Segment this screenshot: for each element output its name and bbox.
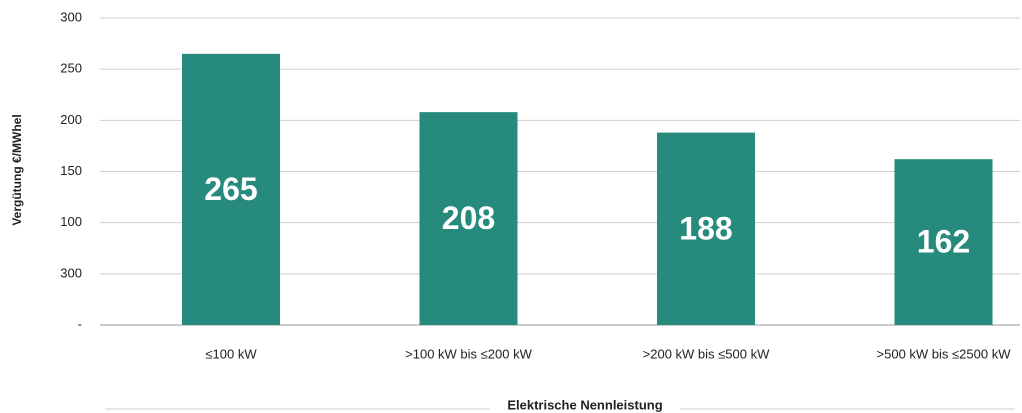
bar: [182, 53, 280, 326]
value-label: 265: [204, 171, 257, 207]
x-tick-label: >100 kW bis ≤200 kW: [405, 346, 532, 361]
y-tick-label: 300: [60, 9, 82, 24]
y-tick-label: 150: [60, 163, 82, 178]
y-tick-label: 100: [60, 214, 82, 229]
bar: [894, 159, 993, 325]
x-tick-label: >500 kW bis ≤2500 kW: [877, 346, 1012, 361]
x-tick-label: >200 kW bis ≤500 kW: [643, 346, 770, 361]
y-tick-label: 300: [60, 265, 82, 280]
x-axis-label: Elektrische Nennleistung: [507, 397, 662, 412]
y-tick-label: 200: [60, 112, 82, 127]
value-label: 188: [679, 210, 732, 246]
bar: [657, 132, 755, 325]
value-label: 208: [442, 200, 495, 236]
y-tick-label: 250: [60, 61, 82, 76]
y-axis-label: Vergütung €/MWhel: [10, 114, 24, 225]
bar: [419, 112, 518, 325]
y-tick-label: -: [78, 316, 82, 331]
value-label: 162: [917, 224, 970, 260]
x-tick-label: ≤100 kW: [205, 346, 257, 361]
